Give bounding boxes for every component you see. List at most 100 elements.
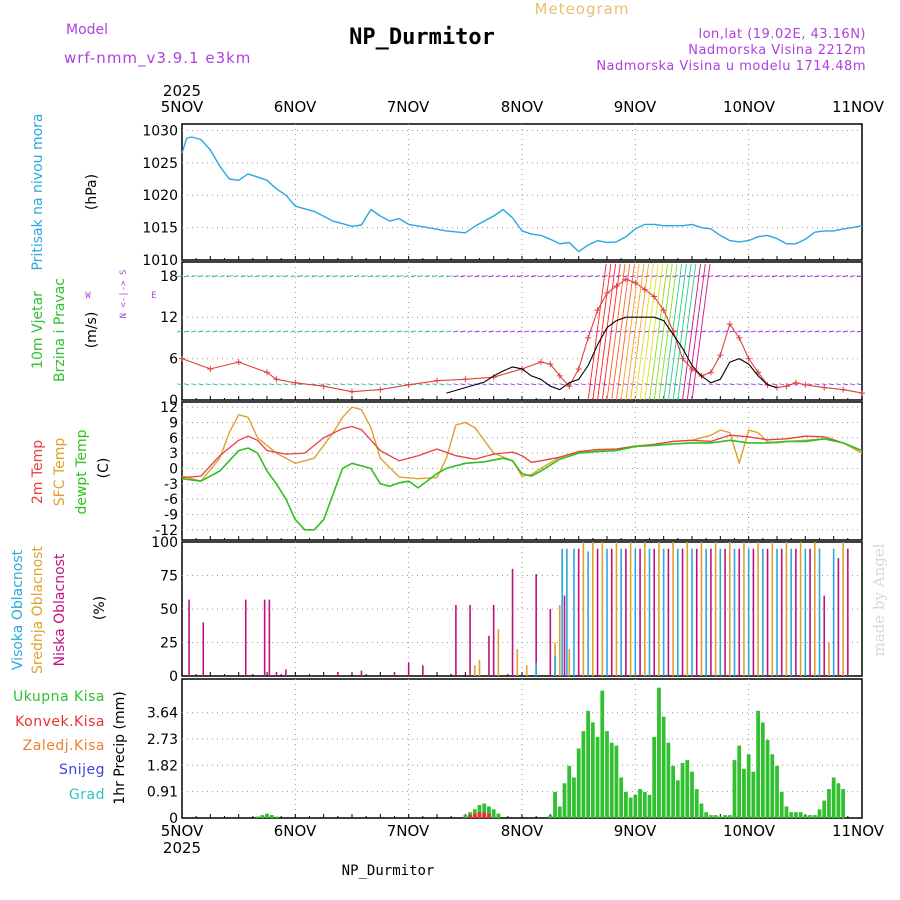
wind-direction-arrow <box>304 275 310 278</box>
wind-direction-arrow <box>679 275 686 278</box>
time-label-top: 9NOV <box>614 98 657 116</box>
wind-gust-marker <box>859 390 865 397</box>
wind-direction-arrow <box>665 383 671 386</box>
wind-direction-arrow <box>205 275 211 278</box>
precip-bar <box>671 765 675 818</box>
precip-bar <box>789 812 794 818</box>
wind-gust-arrow <box>606 263 626 401</box>
wind-direction-arrow <box>580 275 586 278</box>
wind-gust-marker <box>547 361 554 368</box>
wind-direction-arrow <box>786 330 792 333</box>
wind-direction-arrow <box>311 275 317 278</box>
wind-direction-arrow <box>559 383 565 386</box>
wind-direction-arrow <box>453 383 459 386</box>
wind-gust-marker <box>632 279 639 286</box>
wind-direction-arrow <box>722 330 728 333</box>
precip-bar <box>723 815 727 818</box>
wind-direction-arrow <box>205 330 211 333</box>
wind-direction-arrow <box>318 383 324 386</box>
wind-direction-arrow <box>453 275 459 278</box>
wind-gust-arrow <box>672 263 692 401</box>
precip-ytick-label: 2.73 <box>147 732 178 748</box>
year-label-bottom: 2025 <box>163 839 201 857</box>
wind-direction-arrow <box>481 275 487 278</box>
precip-bar <box>737 745 742 818</box>
wind-gust-marker <box>745 355 752 362</box>
wind-gust-marker <box>707 369 714 376</box>
temp-ytick-label: 6 <box>169 431 178 447</box>
precip-bar <box>487 806 491 818</box>
wind-gust-marker <box>462 376 469 383</box>
wind-direction-arrow <box>644 330 650 333</box>
pressure-ytick-label: 1010 <box>142 253 178 269</box>
time-label-top: 10NOV <box>723 98 776 116</box>
precip-bar <box>491 809 496 818</box>
precip-ylabel: 1hr Precip (mm) <box>112 691 128 804</box>
precip-bar <box>572 777 576 818</box>
wind-direction-arrow <box>389 383 395 386</box>
wind-direction-arrow <box>715 383 721 386</box>
wind-direction-arrow <box>573 275 579 278</box>
year-label-top: 2025 <box>163 82 201 100</box>
wind-direction-arrow <box>247 383 253 386</box>
wind-gust-marker <box>802 381 809 388</box>
wind-direction-arrow <box>191 383 197 386</box>
precip-bar <box>595 736 600 818</box>
header: Model wrf-nmm_v3.9.1 e3km NP_Durmitor Me… <box>64 0 866 74</box>
wind-direction-arrow <box>502 383 508 386</box>
wind-direction-arrow <box>693 383 700 386</box>
wind-direction-arrow <box>176 330 183 333</box>
precip-bar <box>794 812 798 818</box>
pressure-labels: Pritisak na nivou mora (hPa) <box>30 113 100 270</box>
wind-direction-arrow <box>849 275 856 278</box>
pressure-title: Pritisak na nivou mora <box>30 113 46 270</box>
wind-gust-marker <box>651 293 658 300</box>
precip-bar <box>609 742 614 818</box>
wind-direction-arrow <box>361 330 367 333</box>
wind-direction-arrow <box>396 275 402 278</box>
precip-bar <box>770 754 775 818</box>
pressure-unit: (hPa) <box>84 174 100 210</box>
temp-ytick-label: 12 <box>160 400 178 416</box>
wind-direction-arrow <box>842 330 848 333</box>
wind-direction-arrow <box>361 383 367 386</box>
wind-direction-arrow <box>332 383 338 386</box>
wind-direction-arrow <box>495 383 501 386</box>
wind-direction-arrow <box>467 330 473 333</box>
wind-direction-arrow <box>410 330 416 333</box>
wind-direction-arrow <box>261 330 268 333</box>
product-title: Meteogram <box>535 0 630 18</box>
wind-gust-arrow <box>653 263 673 401</box>
cloud-ytick-label: 50 <box>160 602 178 618</box>
precip-bar <box>685 760 690 818</box>
wind-direction-arrow <box>396 330 402 333</box>
wind-direction-arrow <box>254 383 261 386</box>
wind-direction-arrow <box>268 383 275 386</box>
wind-gust-arrow <box>620 263 640 401</box>
wind-direction-arrow <box>226 275 232 278</box>
wind-direction-arrow <box>856 383 863 386</box>
precip-bar <box>746 754 751 818</box>
precip-bar <box>477 804 482 818</box>
wind-direction-arrow <box>750 275 756 278</box>
wind-gust-marker <box>556 372 563 379</box>
wind-direction-arrow <box>361 275 367 278</box>
cloud-labels: Visoka Oblacnost Srednja Oblacnost Niska… <box>10 546 108 674</box>
time-label-top: 6NOV <box>274 98 317 116</box>
precip-bar <box>760 722 765 818</box>
wind-gust-arrow <box>658 263 678 401</box>
wind-direction-arrow <box>701 330 707 333</box>
wind-direction-arrow <box>438 383 445 386</box>
wind-direction-arrow <box>276 383 282 386</box>
wind-direction-arrow <box>722 275 728 278</box>
wind-direction-arrow <box>311 383 317 386</box>
wind-direction-arrow <box>623 383 629 386</box>
cloud-title-low: Niska Oblacnost <box>52 553 68 666</box>
time-axis-top: 2025 5NOV 6NOV 7NOV 8NOV 9NOV 10NOV 11NO… <box>161 82 885 116</box>
time-label-top: 11NOV <box>832 98 885 116</box>
dewpt-temp-line <box>181 437 863 531</box>
wind-direction-arrow <box>212 275 218 278</box>
cloud-panel: 0 25 50 75 100 <box>151 535 863 685</box>
wind-gust-arrow <box>611 263 631 401</box>
